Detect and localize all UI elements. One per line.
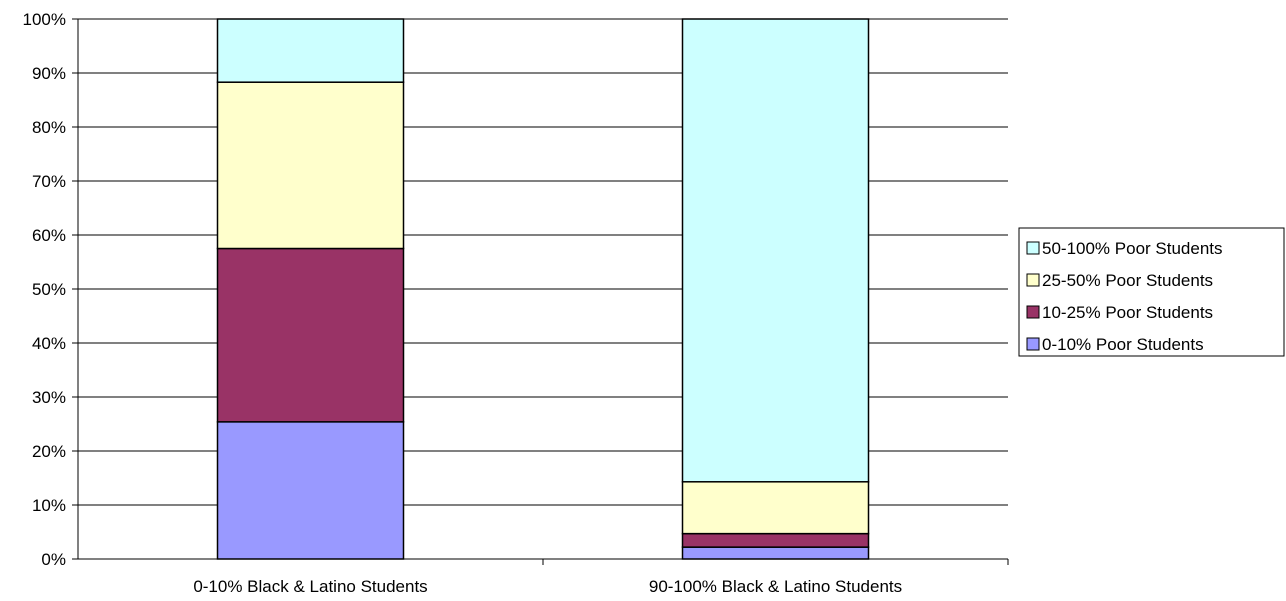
y-tick-label: 0% <box>41 550 66 569</box>
legend: 50-100% Poor Students 25-50% Poor Student… <box>1018 227 1285 357</box>
bar-segment <box>681 532 870 548</box>
legend-swatch <box>1026 241 1040 255</box>
y-tick-label: 40% <box>32 334 66 353</box>
legend-label: 0-10% Poor Students <box>1042 335 1204 354</box>
legend-swatch <box>1026 337 1040 351</box>
bar-segment <box>216 18 405 83</box>
y-tick-label: 60% <box>32 226 66 245</box>
y-tick-label: 20% <box>32 442 66 461</box>
bar-segment <box>681 481 870 535</box>
bar-segment <box>216 421 405 560</box>
legend-label: 50-100% Poor Students <box>1042 239 1223 258</box>
y-axis-tick-labels: 0% 10% 20% 30% 40% 50% 60% 70% 80% 90% 100% <box>23 10 66 569</box>
x-category-label: 90-100% Black & Latino Students <box>649 577 902 596</box>
axes <box>72 18 1009 565</box>
bar-segment <box>216 81 405 250</box>
y-tick-label: 100% <box>23 10 66 29</box>
x-axis-category-labels: 0-10% Black & Latino Students 90-100% Bla… <box>193 577 902 596</box>
bar-segment <box>216 247 405 423</box>
y-tick-label: 50% <box>32 280 66 299</box>
legend-swatch <box>1026 273 1040 287</box>
bars <box>216 18 870 560</box>
legend-box <box>1018 227 1285 357</box>
legend-label: 25-50% Poor Students <box>1042 271 1213 290</box>
y-tick-label: 80% <box>32 118 66 137</box>
legend-label: 10-25% Poor Students <box>1042 303 1213 322</box>
bar-segment <box>681 18 870 483</box>
bar-segment <box>681 546 870 560</box>
legend-swatch <box>1026 305 1040 319</box>
y-tick-label: 10% <box>32 496 66 515</box>
y-tick-label: 90% <box>32 64 66 83</box>
y-tick-label: 30% <box>32 388 66 407</box>
y-tick-label: 70% <box>32 172 66 191</box>
x-category-label: 0-10% Black & Latino Students <box>193 577 427 596</box>
